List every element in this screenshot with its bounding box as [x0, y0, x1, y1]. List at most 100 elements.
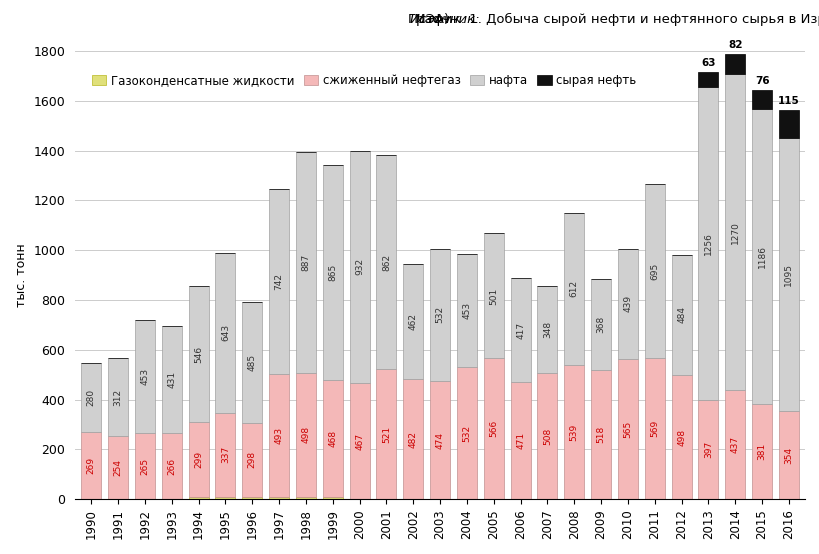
Text: 368: 368 [596, 316, 605, 333]
Text: 269: 269 [87, 457, 96, 474]
Bar [536, 373, 557, 499]
Text: 498: 498 [301, 426, 310, 443]
Text: 397: 397 [703, 441, 712, 459]
Bar [563, 365, 584, 499]
Text: 501: 501 [489, 288, 498, 305]
Text: 485: 485 [247, 353, 256, 371]
Text: 565: 565 [622, 420, 631, 438]
Bar [724, 391, 744, 499]
Text: 932: 932 [355, 258, 364, 275]
Bar [590, 370, 610, 499]
Text: 468: 468 [328, 430, 337, 447]
Bar [296, 373, 315, 497]
Bar [134, 320, 155, 433]
Bar [81, 362, 102, 432]
Bar [296, 497, 315, 499]
Bar [778, 138, 798, 411]
Text: Источник:: Источник: [409, 13, 480, 25]
Bar [349, 383, 369, 499]
Bar [724, 54, 744, 74]
Text: 348: 348 [542, 321, 551, 338]
Bar [483, 233, 503, 358]
Text: 437: 437 [730, 437, 739, 453]
Text: 467: 467 [355, 433, 364, 450]
Text: 865: 865 [328, 264, 337, 281]
Text: 254: 254 [114, 459, 122, 476]
Bar [215, 413, 235, 497]
Legend: Газоконденсатные жидкости, сжиженный нефтегаз, нафта, сырая нефть: Газоконденсатные жидкости, сжиженный неф… [88, 70, 640, 90]
Text: 312: 312 [114, 388, 122, 406]
Text: 695: 695 [649, 263, 658, 280]
Text: 462: 462 [408, 313, 417, 330]
Text: 280: 280 [87, 389, 96, 406]
Bar [698, 401, 717, 499]
Bar [510, 382, 530, 499]
Bar [269, 189, 289, 374]
Text: 484: 484 [676, 306, 686, 324]
Text: 482: 482 [408, 431, 417, 448]
Bar [108, 358, 128, 436]
Text: 1256: 1256 [703, 233, 712, 255]
Text: 115: 115 [777, 96, 799, 106]
Bar [108, 436, 128, 499]
Bar [242, 497, 262, 499]
Bar [349, 151, 369, 383]
Text: 493: 493 [274, 427, 283, 444]
Text: 566: 566 [489, 420, 498, 438]
Text: 518: 518 [596, 426, 605, 443]
Bar [671, 375, 690, 499]
Text: 417: 417 [515, 321, 524, 338]
Text: 532: 532 [462, 424, 471, 442]
Bar [751, 109, 771, 404]
Text: 63: 63 [700, 58, 715, 68]
Bar [698, 72, 717, 88]
Text: 862: 862 [382, 254, 391, 271]
Bar [698, 88, 717, 401]
Text: 471: 471 [515, 432, 524, 449]
Bar [188, 497, 208, 499]
Bar [644, 357, 664, 499]
Bar [296, 152, 315, 373]
Text: 569: 569 [649, 420, 658, 437]
Bar [161, 326, 182, 433]
Bar [134, 433, 155, 499]
Text: 431: 431 [167, 371, 176, 388]
Text: 1186: 1186 [757, 245, 766, 268]
Bar [323, 165, 342, 380]
Bar [563, 213, 584, 365]
Text: 453: 453 [462, 302, 471, 319]
Text: 521: 521 [382, 426, 391, 443]
Bar [215, 253, 235, 413]
Text: 546: 546 [194, 346, 203, 363]
Text: 474: 474 [435, 432, 444, 449]
Bar [269, 497, 289, 499]
Bar [323, 380, 342, 497]
Bar [751, 404, 771, 499]
Bar [536, 286, 557, 373]
Text: 299: 299 [194, 451, 203, 468]
Bar [751, 90, 771, 109]
Text: 498: 498 [676, 429, 686, 446]
Bar [644, 184, 664, 357]
Bar [403, 379, 423, 499]
Text: График. 1. Добыча сырой нефти и нефтянного сырья в Израиле, тыс. т. (: График. 1. Добыча сырой нефти и нефтянно… [408, 13, 819, 26]
Text: 1095: 1095 [784, 263, 793, 286]
Y-axis label: тыс. тонн: тыс. тонн [15, 243, 28, 307]
Text: 76: 76 [753, 76, 768, 86]
Bar [590, 279, 610, 370]
Bar [376, 155, 396, 370]
Text: 298: 298 [247, 451, 256, 468]
Text: 742: 742 [274, 273, 283, 290]
Bar [161, 433, 182, 499]
Bar [724, 74, 744, 391]
Text: 643: 643 [220, 324, 229, 341]
Bar [483, 358, 503, 499]
Bar [323, 497, 342, 499]
Text: 887: 887 [301, 254, 310, 271]
Bar [188, 286, 208, 422]
Text: 1270: 1270 [730, 221, 739, 244]
Text: 337: 337 [220, 446, 229, 464]
Bar [376, 370, 396, 499]
Text: 539: 539 [569, 423, 578, 441]
Bar [778, 411, 798, 499]
